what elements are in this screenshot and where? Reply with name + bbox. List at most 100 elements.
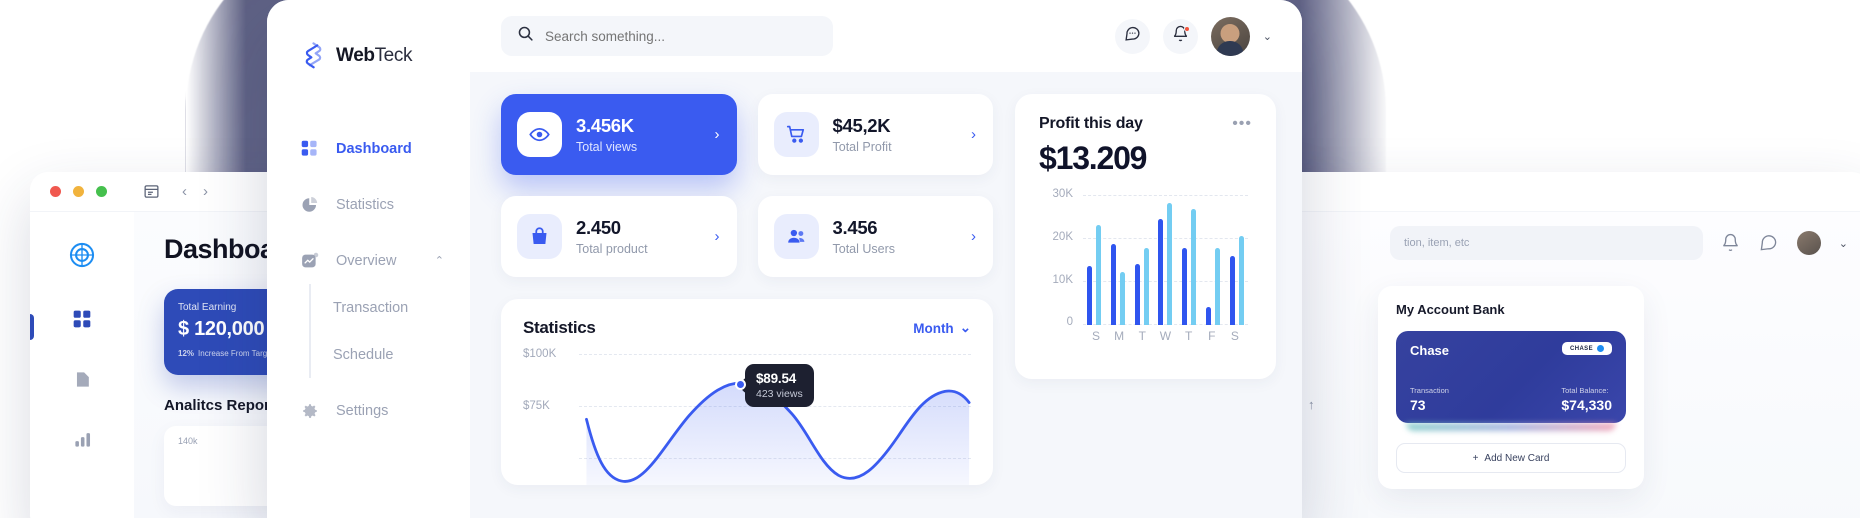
card-label: Total Earning	[178, 302, 237, 313]
balance-value: $74,330	[1561, 397, 1612, 413]
search-placeholder: tion, item, etc	[1404, 237, 1470, 249]
statistics-hover-point	[735, 379, 746, 390]
forward-arrow-icon[interactable]: ›	[203, 183, 208, 200]
profit-title: Profit this day	[1039, 115, 1143, 132]
bar-group	[1134, 248, 1149, 325]
chase-bank-card[interactable]: Chase CHASE Transaction 73 Total Balance…	[1396, 331, 1626, 423]
close-traffic-light[interactable]	[50, 186, 61, 197]
chevron-down-icon[interactable]: ⌄	[1262, 30, 1272, 43]
search-icon	[517, 25, 534, 47]
chevron-down-icon[interactable]: ⌄	[1838, 237, 1848, 250]
left-column: 3.456K Total views ›	[501, 94, 993, 518]
sidebar-item-overview[interactable]: Overview ⌃	[267, 237, 470, 284]
x-tick-label: S	[1091, 329, 1100, 343]
sidebar-item-dashboard[interactable]: Dashboard	[267, 125, 470, 172]
more-dots-icon[interactable]: •••	[1232, 115, 1252, 132]
sidebar-item-statistics[interactable]: Statistics	[267, 181, 470, 228]
app-main: ⌄	[470, 0, 1302, 518]
chevron-right-icon[interactable]: ›	[971, 126, 976, 143]
add-new-card-button[interactable]: + Add New Card	[1396, 443, 1626, 473]
sidebar-item-schedule[interactable]: Schedule	[267, 331, 470, 378]
card-value: $ 120,000	[178, 318, 265, 340]
bar-light	[1096, 225, 1101, 325]
chevron-up-icon[interactable]: ⌃	[434, 255, 444, 267]
analitcs-report-title: Analitcs Report	[164, 397, 275, 414]
brand-name-bold: Web	[336, 44, 375, 66]
chevron-right-icon[interactable]: ›	[971, 228, 976, 245]
bar-light	[1167, 203, 1173, 325]
chart-y-label: 140k	[178, 436, 198, 446]
bar-dark	[1206, 307, 1212, 325]
rail-active-indicator	[30, 314, 34, 340]
chevron-right-icon[interactable]: ›	[714, 126, 720, 143]
chat-icon	[1124, 25, 1141, 47]
back-arrow-icon[interactable]: ‹	[182, 183, 187, 200]
x-tick-label: M	[1114, 329, 1125, 343]
sidebar-item-transaction[interactable]: Transaction	[267, 284, 470, 331]
maximize-traffic-light[interactable]	[96, 186, 107, 197]
bar-dark	[1134, 264, 1140, 325]
chevron-down-icon: ⌄	[959, 320, 971, 335]
bell-icon	[1172, 25, 1189, 47]
chat-button[interactable]	[1114, 18, 1150, 54]
stat-card-total-users[interactable]: 3.456 Total Users ›	[757, 196, 993, 277]
plus-icon: +	[1472, 452, 1479, 464]
stat-card-total-profit[interactable]: $45,2K Total Profit ›	[757, 94, 993, 175]
bar-group	[1110, 244, 1125, 325]
right-window-search-row: tion, item, etc ⌄	[1252, 226, 1848, 260]
sidebar-item-label: Dashboard	[336, 140, 412, 157]
statistics-y-axis: $100K $75K	[523, 348, 575, 474]
bar-dark	[1158, 219, 1164, 325]
document-icon[interactable]	[69, 366, 95, 392]
stat-cards-grid: 3.456K Total views ›	[501, 94, 993, 277]
notifications-button[interactable]	[1162, 18, 1198, 54]
sidebar-item-label: Overview	[336, 252, 397, 269]
bar-chart-icon[interactable]	[69, 426, 95, 452]
x-tick-label: T	[1184, 329, 1193, 343]
sidebar-item-label: Settings	[336, 402, 389, 419]
brand-logo[interactable]: WebTeck	[267, 42, 470, 69]
topbar: ⌄	[470, 0, 1302, 72]
bar-light	[1119, 272, 1125, 325]
stat-card-total-views[interactable]: 3.456K Total views ›	[501, 94, 737, 175]
delta-text: Increase From Target	[198, 349, 274, 358]
image-chart-icon	[300, 251, 319, 270]
bell-icon[interactable]	[1721, 233, 1741, 253]
sidebar: WebTeck Dashboard	[267, 0, 470, 518]
search-box[interactable]	[501, 16, 833, 56]
search-input[interactable]	[545, 28, 817, 44]
statistics-range-select[interactable]: Month ⌄	[913, 320, 971, 336]
bar-dark	[1087, 266, 1092, 325]
user-avatar[interactable]	[1210, 16, 1250, 56]
sidebar-item-label: Schedule	[333, 346, 394, 363]
grid-icon[interactable]	[69, 306, 95, 332]
chase-logo-badge: CHASE	[1561, 342, 1612, 355]
transaction-value: 73	[1410, 397, 1426, 413]
search-input[interactable]: tion, item, etc	[1390, 226, 1703, 260]
x-tick-label: F	[1208, 329, 1216, 343]
chevron-right-icon[interactable]: ›	[714, 228, 720, 245]
balance-block: Total Balance: $74,330	[1561, 386, 1612, 413]
chase-octagon-icon	[1597, 345, 1604, 352]
content-area: 3.456K Total views ›	[470, 72, 1302, 518]
browser-tab-icon[interactable]	[143, 183, 160, 200]
browser-nav-arrows[interactable]: ‹ ›	[182, 183, 208, 200]
sidebar-nav: Dashboard Statistics	[267, 125, 470, 434]
statistics-title: Statistics	[523, 318, 596, 337]
trend-up-icon: ↑	[1308, 397, 1315, 412]
sidebar-item-settings[interactable]: Settings	[267, 387, 470, 434]
chat-icon[interactable]	[1759, 233, 1779, 253]
statistics-card: Statistics Month ⌄ $100K $75K	[501, 299, 993, 485]
transaction-block: Transaction 73	[1410, 386, 1449, 413]
profit-y-axis: 30K 20K 10K 0	[1039, 188, 1079, 328]
stat-value: 2.450	[576, 217, 621, 238]
x-tick-label: S	[1230, 329, 1239, 343]
bar-group	[1158, 203, 1173, 325]
minimize-traffic-light[interactable]	[73, 186, 84, 197]
my-account-bank-panel: My Account Bank Chase CHASE Transaction …	[1378, 286, 1644, 489]
avatar[interactable]	[1796, 231, 1821, 255]
delta-percent: 12%	[178, 349, 195, 358]
gear-icon	[300, 401, 319, 420]
statistics-tooltip: $89.54 423 views	[745, 364, 814, 407]
stat-card-total-product[interactable]: 2.450 Total product ›	[501, 196, 737, 277]
